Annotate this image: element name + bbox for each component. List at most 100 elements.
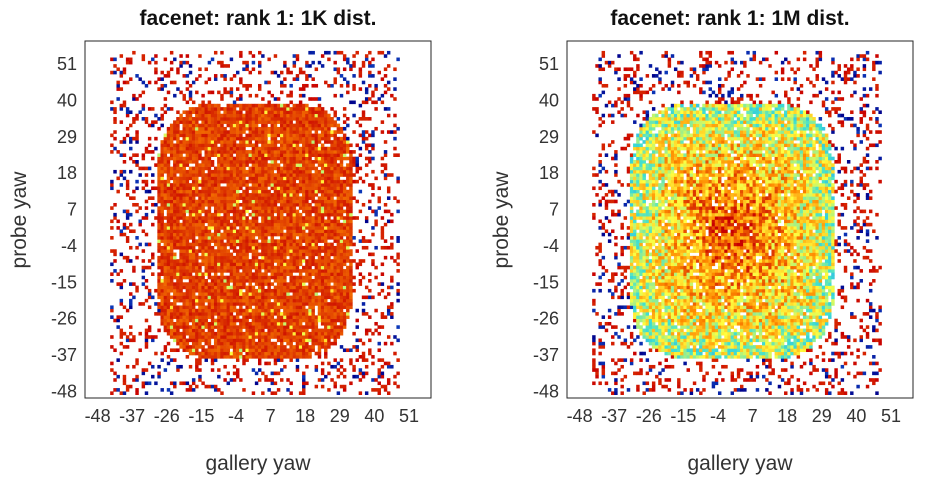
heatmap-cell <box>207 249 212 253</box>
heatmap-cell <box>191 117 196 121</box>
heatmap-cell <box>166 328 171 333</box>
heatmap-cell <box>264 338 268 343</box>
heatmap-cell <box>336 202 341 207</box>
heatmap-cell <box>330 143 334 148</box>
heatmap-cell <box>217 331 221 336</box>
heatmap-cell <box>346 169 350 174</box>
heatmap-cell <box>292 315 297 319</box>
heatmap-cell <box>311 338 315 343</box>
heatmap-cell <box>229 156 234 161</box>
heatmap-cell <box>135 163 139 167</box>
heatmap-cell <box>217 348 221 353</box>
heatmap-cell <box>198 130 202 134</box>
heatmap-cell <box>251 209 256 214</box>
heatmap-cell <box>258 298 262 303</box>
heatmap-cell <box>386 308 391 313</box>
heatmap-cell <box>289 279 293 283</box>
heatmap-cell <box>223 206 227 210</box>
heatmap-cell <box>235 279 240 283</box>
heatmap-cell <box>308 107 312 111</box>
heatmap-cell <box>113 202 117 207</box>
heatmap-cell <box>298 150 303 154</box>
heatmap-cell <box>349 242 353 247</box>
heatmap-cell <box>185 272 190 276</box>
heatmap-cell <box>305 173 309 177</box>
heatmap-cell <box>191 186 196 191</box>
heatmap-cell <box>232 126 237 131</box>
heatmap-cell <box>141 103 146 108</box>
heatmap-cell <box>280 136 284 141</box>
heatmap-cell <box>276 153 281 157</box>
heatmap-cell <box>210 140 215 144</box>
heatmap-cell <box>141 156 146 161</box>
heatmap-cell <box>295 189 300 194</box>
heatmap-cell <box>191 202 196 207</box>
heatmap-cell <box>280 232 284 237</box>
heatmap-cell <box>198 341 202 346</box>
heatmap-cell <box>188 113 193 118</box>
heatmap-cell <box>195 315 199 319</box>
heatmap-cell <box>324 150 328 154</box>
heatmap-cell <box>292 285 297 290</box>
heatmap-cell <box>280 229 284 234</box>
heatmap-cell <box>383 239 388 243</box>
heatmap-cell <box>191 328 196 333</box>
heatmap-cell <box>195 308 199 313</box>
heatmap-cell <box>157 245 161 250</box>
heatmap-cell <box>166 331 171 336</box>
heatmap-cell <box>346 269 350 273</box>
heatmap-cell <box>333 212 337 217</box>
heatmap-cell <box>179 272 183 276</box>
heatmap-cell <box>314 153 319 157</box>
heatmap-cell <box>264 252 268 257</box>
heatmap-cell <box>336 259 341 263</box>
heatmap-cell <box>151 252 155 257</box>
heatmap-cell <box>333 143 337 148</box>
heatmap-cell <box>308 130 312 134</box>
heatmap-cell <box>169 126 174 131</box>
heatmap-cell <box>248 123 253 128</box>
heatmap-cell <box>283 176 287 181</box>
heatmap-cell <box>342 252 347 257</box>
heatmap-cell <box>195 136 199 141</box>
heatmap-cell <box>298 219 303 224</box>
heatmap-cell <box>157 196 161 200</box>
heatmap-cell <box>251 219 256 224</box>
heatmap-cell <box>330 325 334 329</box>
heatmap-cell <box>380 262 385 267</box>
heatmap-cell <box>289 219 293 224</box>
heatmap-cell <box>179 275 183 280</box>
heatmap-cell <box>327 275 331 280</box>
heatmap-cell <box>254 226 259 230</box>
heatmap-cell <box>195 265 199 270</box>
heatmap-cell <box>254 245 259 250</box>
heatmap-cell <box>248 236 253 240</box>
heatmap-cell <box>176 331 180 336</box>
heatmap-cell <box>324 249 328 253</box>
heatmap-cell <box>185 338 190 343</box>
heatmap-cell <box>220 252 224 257</box>
heatmap-cell <box>295 242 300 247</box>
heatmap-cell <box>261 232 265 237</box>
heatmap-cell <box>157 216 161 220</box>
heatmap-cell <box>349 166 353 171</box>
heatmap-cell <box>342 259 347 263</box>
heatmap-cell <box>292 348 297 353</box>
heatmap-cell <box>314 133 319 138</box>
heatmap-cell <box>283 325 287 329</box>
heatmap-cell <box>191 229 196 234</box>
heatmap-cell <box>258 169 262 174</box>
heatmap-cell <box>185 113 190 118</box>
heatmap-cell <box>229 103 234 108</box>
heatmap-cell <box>317 133 322 138</box>
heatmap-cell <box>261 371 265 376</box>
heatmap-cell <box>207 226 212 230</box>
heatmap-cell <box>361 275 366 280</box>
heatmap-cell <box>311 331 315 336</box>
heatmap-cell <box>320 186 325 191</box>
heatmap-cell <box>191 265 196 270</box>
heatmap-cell <box>342 189 347 194</box>
heatmap-cell <box>289 341 293 346</box>
heatmap-cell <box>223 179 227 184</box>
heatmap-cell <box>251 212 256 217</box>
